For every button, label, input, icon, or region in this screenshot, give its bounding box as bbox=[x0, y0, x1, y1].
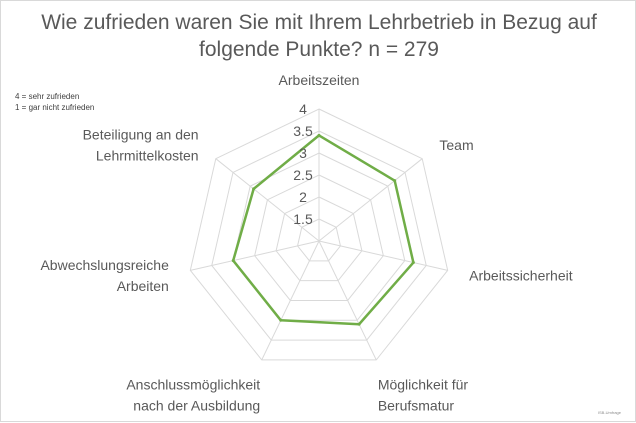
axis-label-4: Anschlussmöglichkeit nach der Ausbildung bbox=[126, 377, 260, 414]
axis-label-4-line-1: nach der Ausbildung bbox=[133, 398, 260, 414]
axis-label-1-line-0: Team bbox=[439, 137, 473, 153]
grid-ring-0 bbox=[297, 218, 341, 262]
axis-label-6-line-0: Beteiligung an den bbox=[83, 126, 199, 142]
footnote: ISB-Umfrage bbox=[597, 410, 621, 415]
axis-label-5: Abwechslungsreiche Arbeiten bbox=[40, 257, 169, 294]
series-line-0 bbox=[231, 134, 415, 326]
series-point-0-1 bbox=[393, 179, 397, 183]
tick-label-5: 4 bbox=[299, 101, 307, 117]
tick-label-4: 3.5 bbox=[293, 123, 313, 139]
series-point-0-5 bbox=[231, 259, 235, 263]
grid-ring-5 bbox=[189, 108, 449, 361]
grid-ring-1 bbox=[275, 196, 363, 282]
series-point-0-6 bbox=[252, 187, 256, 191]
tick-label-1: 2 bbox=[299, 189, 307, 205]
grid-spoke-5 bbox=[190, 240, 320, 271]
grid-ring-4 bbox=[211, 130, 427, 341]
tick-label-3: 3 bbox=[299, 145, 307, 161]
grid-spoke-1 bbox=[318, 158, 423, 242]
axis-label-4-line-0: Anschlussmöglichkeit bbox=[126, 377, 260, 393]
tick-label-0: 1.5 bbox=[293, 211, 313, 227]
grid-spoke-4 bbox=[261, 240, 320, 361]
chart-title-line-1: Wie zufrieden waren Sie mit Ihrem Lehrbe… bbox=[41, 11, 597, 34]
grid-spoke-6 bbox=[215, 158, 320, 242]
axis-label-0-line-0: Arbeitszeiten bbox=[279, 72, 360, 88]
chart-title: Wie zufrieden waren Sie mit Ihrem Lehrbe… bbox=[41, 9, 597, 63]
axis-label-6-line-1: Lehrmittelkosten bbox=[96, 147, 199, 163]
scale-note-line-2: 1 = gar nicht zufrieden bbox=[15, 103, 95, 112]
series-point-0-0 bbox=[317, 133, 321, 137]
axis-label-2-line-0: Arbeitssicherheit bbox=[469, 267, 573, 283]
grid-ring-2 bbox=[254, 174, 384, 301]
series-point-0-4 bbox=[279, 318, 283, 322]
series-point-0-2 bbox=[411, 261, 415, 265]
axis-label-3-line-0: Möglichkeit für bbox=[378, 377, 469, 393]
axis-label-6: Beteiligung an den Lehrmittelkosten bbox=[83, 126, 199, 163]
scale-note: 4 = sehr zufrieden 1 = gar nicht zufried… bbox=[15, 91, 94, 113]
grid-ring-3 bbox=[232, 152, 406, 321]
scale-note-line-1: 4 = sehr zufrieden bbox=[15, 92, 80, 101]
axis-label-3-line-1: Berufsmatur bbox=[378, 398, 455, 414]
grid-spoke-3 bbox=[318, 240, 377, 361]
axis-label-3: Möglichkeit für Berufsmatur bbox=[378, 377, 469, 414]
grid-spoke-2 bbox=[318, 240, 448, 271]
axis-label-5-line-0: Abwechslungsreiche bbox=[40, 257, 169, 273]
axis-label-5-line-1: Arbeiten bbox=[117, 278, 169, 294]
chart-title-line-2: folgende Punkte? n = 279 bbox=[199, 38, 439, 61]
tick-label-2: 2.5 bbox=[293, 167, 313, 183]
axis-label-1: Team bbox=[439, 137, 473, 153]
axis-label-2: Arbeitssicherheit bbox=[469, 267, 573, 283]
series-point-0-3 bbox=[357, 322, 361, 326]
axis-label-0: Arbeitszeiten bbox=[279, 72, 360, 88]
